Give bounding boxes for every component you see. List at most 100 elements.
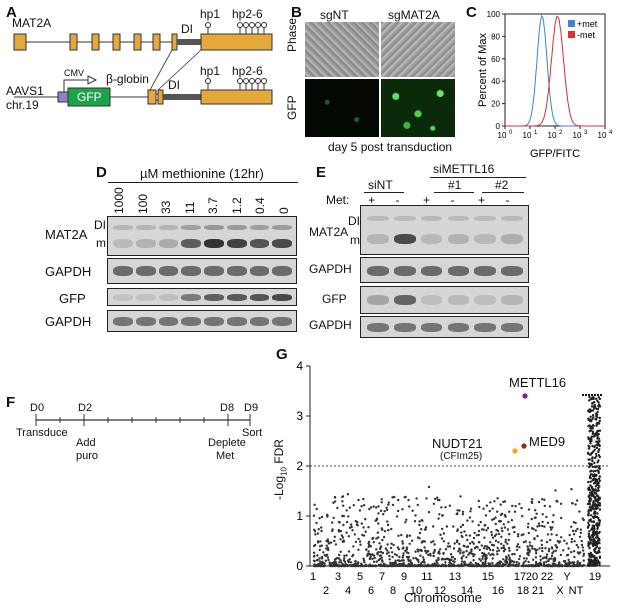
- gene-point: [473, 547, 477, 550]
- nt-point: [590, 405, 594, 408]
- gene-point: [410, 564, 413, 567]
- gene-point: [376, 552, 379, 556]
- gene-point: [314, 533, 317, 536]
- gene-point: [374, 519, 377, 522]
- e-blot-gfp: [360, 286, 529, 314]
- nt-point: [589, 536, 592, 539]
- gene-point: [386, 543, 389, 546]
- nt-point: [595, 440, 598, 443]
- gene-point: [500, 512, 504, 515]
- gene-point: [320, 526, 323, 529]
- blot-band: [158, 294, 179, 301]
- gene-point: [556, 500, 559, 503]
- gene-point: [534, 556, 538, 559]
- gene-point: [456, 512, 459, 515]
- panel-b-label: B: [291, 4, 302, 21]
- gene-point: [405, 564, 409, 567]
- gene-point: [491, 536, 495, 539]
- gene-point: [580, 543, 584, 547]
- gene-point: [312, 555, 316, 558]
- gene-point: [422, 540, 425, 543]
- gene-point: [453, 557, 457, 561]
- nt-point: [590, 473, 593, 476]
- gene-point: [313, 564, 316, 567]
- gene-point: [537, 500, 541, 504]
- gene-point: [440, 537, 444, 540]
- gene-point: [349, 523, 353, 526]
- gene-point: [405, 546, 409, 549]
- gene-point: [456, 529, 459, 533]
- gene-point: [440, 506, 443, 509]
- gene-point: [531, 558, 535, 561]
- gene-point: [354, 519, 357, 523]
- hit-cfim25: (CFIm25): [440, 451, 483, 462]
- e-row-gfp: GFP: [322, 292, 347, 306]
- gene-point: [502, 550, 506, 553]
- blot-band: [113, 225, 133, 230]
- nt-point: [598, 455, 601, 459]
- gene-point: [546, 533, 550, 536]
- gene-point: [490, 518, 494, 521]
- hp1-label-2: hp1: [200, 64, 221, 78]
- gene-point: [533, 537, 536, 541]
- nt-point: [594, 474, 598, 477]
- gene-point: [555, 564, 558, 567]
- nt-point: [593, 548, 596, 552]
- legend-minus-swatch: [568, 31, 575, 38]
- gene-point: [526, 545, 529, 548]
- nt-points: [586, 395, 602, 568]
- gene-point: [455, 564, 458, 567]
- gene-point: [328, 561, 331, 564]
- gene-point: [536, 525, 539, 528]
- gene-point: [504, 540, 507, 544]
- gene-point: [392, 543, 395, 547]
- d-blot-gfp: [107, 288, 297, 306]
- gene-point: [422, 564, 425, 567]
- panel-g-label: G: [276, 346, 288, 363]
- gene-point: [516, 535, 520, 538]
- blot-band: [226, 294, 247, 301]
- chrom-label: 17: [514, 571, 526, 583]
- event-deplete: Deplete: [208, 437, 246, 449]
- gene-point: [500, 535, 503, 538]
- gene-point: [466, 545, 470, 548]
- phase-sgmat2a-image: [381, 22, 455, 77]
- nt-point: [594, 498, 597, 501]
- gene-point: [522, 541, 526, 544]
- gene-point: [547, 550, 551, 553]
- gene-point: [396, 546, 400, 549]
- nt-point: [592, 397, 595, 401]
- gene-point: [316, 541, 320, 544]
- nt-point: [591, 543, 594, 547]
- nt-point: [590, 486, 594, 489]
- gene-point: [343, 557, 346, 560]
- gene-point: [555, 533, 558, 537]
- gene-point: [578, 535, 582, 538]
- gene-point: [572, 521, 576, 524]
- gene-point: [472, 555, 475, 558]
- gene-point: [503, 526, 507, 529]
- gene-point: [376, 531, 379, 534]
- gene-point: [480, 528, 484, 531]
- gene-point: [369, 553, 372, 556]
- panel-e-label: E: [316, 164, 327, 181]
- blot-band: [249, 317, 270, 326]
- gene-point: [552, 514, 555, 517]
- gene-point: [541, 520, 544, 524]
- nt-point: [593, 533, 596, 536]
- blot-band: [501, 266, 523, 276]
- gene-point: [364, 530, 367, 533]
- gene-point: [465, 549, 468, 553]
- conc-label: 1000: [112, 187, 126, 214]
- nt-point: [598, 475, 601, 478]
- gene-point: [484, 562, 487, 565]
- c-ytick: 40: [491, 77, 500, 86]
- gene-point: [410, 539, 414, 542]
- gene-point: [339, 529, 343, 533]
- nt-point: [590, 563, 593, 566]
- nt-point: [593, 477, 596, 480]
- gene-point: [493, 564, 496, 568]
- nt-point: [597, 459, 600, 462]
- gene-point: [480, 544, 483, 547]
- gene-point: [550, 528, 553, 531]
